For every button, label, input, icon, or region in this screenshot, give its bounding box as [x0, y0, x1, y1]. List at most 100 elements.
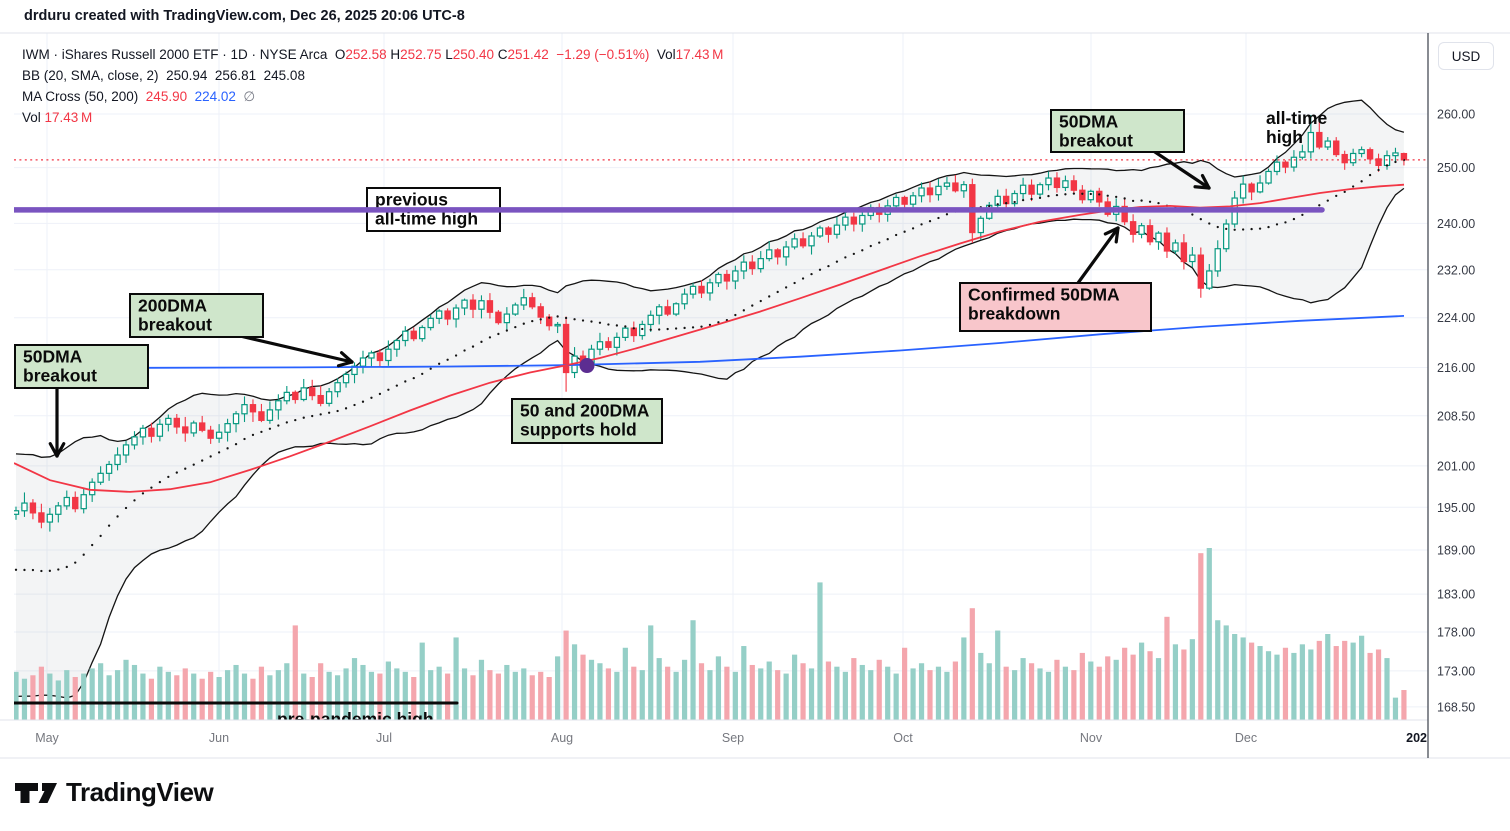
svg-text:breakout: breakout: [23, 366, 97, 386]
legend-volume-line[interactable]: Vol 17.43 M: [22, 107, 723, 128]
svg-text:breakout: breakout: [138, 315, 212, 335]
volume-bar: [89, 668, 95, 720]
volume-bar: [529, 675, 535, 720]
volume-bar: [1367, 652, 1373, 720]
volume-bar: [1113, 659, 1119, 720]
volume-bar: [199, 678, 205, 720]
volume-bar: [21, 678, 28, 720]
volume-bar: [580, 654, 586, 720]
volume-bar: [1045, 671, 1052, 720]
month-label: Nov: [1080, 731, 1103, 745]
volume-bar: [1181, 649, 1187, 720]
legend-segment: O: [334, 47, 346, 62]
ma200-line: [14, 315, 1405, 369]
volume-bar: [622, 647, 628, 720]
volume-bar: [1333, 646, 1339, 720]
volume-bar: [893, 673, 899, 720]
volume-bar: [1248, 642, 1255, 720]
chart-canvas[interactable]: 50DMAbreakout200DMAbreakoutpreviousall-t…: [13, 99, 1428, 729]
volume-bar: [1350, 642, 1356, 720]
volume-bar: [969, 608, 975, 720]
volume-bar: [1028, 663, 1035, 720]
volume-bar: [1003, 666, 1009, 720]
legend-segment: 252.75: [400, 47, 442, 62]
volume-bar: [14, 671, 19, 720]
volume-bar: [1147, 651, 1153, 720]
volume-bar: [436, 666, 442, 720]
volume-bar: [961, 637, 967, 720]
volume-bar: [309, 677, 315, 720]
volume-bar: [292, 625, 298, 720]
volume-bar: [81, 673, 87, 720]
legend-segment: 245.08: [256, 68, 305, 83]
volume-bar: [216, 677, 222, 720]
volume-bar: [445, 673, 451, 720]
watermark-title: drduru created with TradingView.com, Dec…: [24, 8, 465, 24]
volume-bar: [165, 671, 171, 720]
volume-bar: [1105, 656, 1111, 720]
time-axis[interactable]: [0, 720, 1428, 758]
volume-bar: [461, 668, 468, 720]
volume-bar: [1375, 649, 1382, 720]
volume-bar: [715, 656, 722, 720]
legend-bb-line[interactable]: BB (20, SMA, close, 2) 250.94 256.81 245…: [22, 65, 723, 86]
volume-bar: [241, 673, 248, 720]
svg-text:50DMA: 50DMA: [23, 347, 83, 367]
volume-bar: [360, 664, 366, 720]
volume-bar: [385, 661, 391, 720]
annotation-text[interactable]: pre-pandemic high: [277, 709, 434, 729]
volume-bar: [766, 661, 772, 720]
tradingview-logo[interactable]: TradingView: [15, 777, 214, 808]
volume-bar: [47, 673, 53, 720]
volume-bar: [318, 663, 324, 720]
volume-bar: [30, 675, 36, 720]
volume-bar: [72, 677, 78, 720]
volume-bar: [428, 670, 434, 720]
volume-bar: [952, 661, 958, 720]
volume-bar: [588, 659, 595, 720]
volume-bar: [690, 620, 696, 720]
svg-text:pre-pandemic high: pre-pandemic high: [277, 709, 434, 729]
price-tick-label: 224.00: [1437, 311, 1475, 325]
price-tick-label: 183.00: [1437, 588, 1475, 602]
volume-bar: [648, 625, 654, 720]
currency-toggle-button[interactable]: USD: [1438, 42, 1494, 70]
volume-bar: [1392, 697, 1399, 720]
volume-bar: [1172, 644, 1179, 720]
month-label: Oct: [893, 731, 913, 745]
price-tick-label: 208.50: [1437, 409, 1475, 423]
price-tick-label: 195.00: [1437, 501, 1475, 515]
legend-segment: MA Cross (50, 200): [22, 89, 146, 104]
volume-bar: [1401, 690, 1407, 720]
volume-bar: [351, 658, 358, 720]
volume-bar: [1342, 640, 1348, 720]
legend-segment: 250.94: [166, 68, 208, 83]
volume-bar: [1223, 625, 1229, 720]
price-axis[interactable]: [1428, 33, 1510, 758]
volume-bar: [1384, 658, 1390, 720]
month-label: Jul: [376, 731, 392, 745]
legend-segment: 245.90: [145, 89, 188, 104]
svg-text:all-time: all-time: [1266, 108, 1328, 128]
legend-symbol-line[interactable]: IWM · iShares Russell 2000 ETF · 1D · NY…: [22, 44, 723, 65]
volume-bar: [1359, 635, 1365, 720]
volume-bar: [478, 659, 485, 720]
price-tick-label: 173.00: [1437, 664, 1475, 678]
legend-ma-cross-line[interactable]: MA Cross (50, 200) 245.90 224.02 ∅: [22, 86, 723, 107]
volume-bar: [148, 678, 155, 720]
price-tick-label: 250.00: [1437, 161, 1475, 175]
ma-cross-marker[interactable]: [579, 358, 595, 374]
volume-bar: [902, 647, 908, 720]
volume-bar: [1155, 658, 1162, 720]
volume-bar: [555, 656, 561, 720]
volume-bar: [1138, 642, 1145, 720]
volume-bar: [284, 663, 290, 720]
price-tick-label: 178.00: [1437, 625, 1475, 639]
